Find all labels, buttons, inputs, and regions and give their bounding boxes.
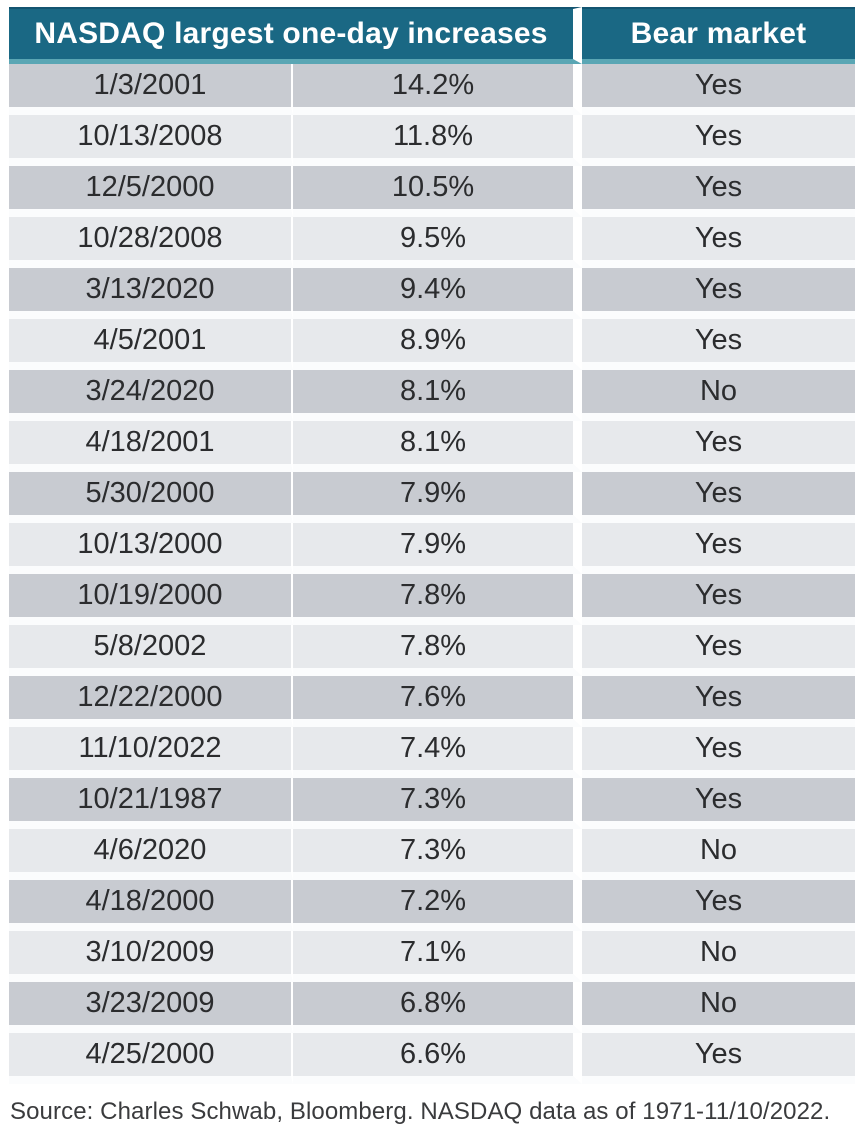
table-body: 1/3/2001 14.2% Yes 10/13/2008 11.8% Yes 12/5/2… [9, 64, 855, 1084]
bear-market-cell: No [582, 829, 855, 880]
date-cell: 4/18/2001 [9, 421, 293, 472]
date-cell: 3/24/2020 [9, 370, 293, 421]
increase-cell: 7.3% [293, 829, 582, 880]
table-row: 10/21/1987 7.3% Yes [9, 778, 855, 829]
table-row: 3/24/2020 8.1% No [9, 370, 855, 421]
bear-market-cell: Yes [582, 625, 855, 676]
table-row: 11/10/2022 7.4% Yes [9, 727, 855, 778]
date-cell: 4/25/2000 [9, 1033, 293, 1084]
increase-cell: 9.5% [293, 217, 582, 268]
bear-market-cell: Yes [582, 268, 855, 319]
bear-market-cell: Yes [582, 523, 855, 574]
header-row: NASDAQ largest one-day increases Bear ma… [9, 7, 855, 64]
table-row: 4/25/2000 6.6% Yes [9, 1033, 855, 1084]
date-cell: 3/10/2009 [9, 931, 293, 982]
increase-cell: 6.8% [293, 982, 582, 1033]
increase-cell: 7.6% [293, 676, 582, 727]
increase-cell: 6.6% [293, 1033, 582, 1084]
source-note: Source: Charles Schwab, Bloomberg. NASDA… [10, 1098, 831, 1125]
increase-cell: 7.4% [293, 727, 582, 778]
table-row: 5/30/2000 7.9% Yes [9, 472, 855, 523]
date-cell: 1/3/2001 [9, 64, 293, 115]
date-cell: 10/13/2000 [9, 523, 293, 574]
increase-cell: 7.2% [293, 880, 582, 931]
date-cell: 11/10/2022 [9, 727, 293, 778]
table-row: 12/22/2000 7.6% Yes [9, 676, 855, 727]
date-cell: 5/30/2000 [9, 472, 293, 523]
table-row: 3/23/2009 6.8% No [9, 982, 855, 1033]
bear-market-cell: Yes [582, 778, 855, 829]
increase-cell: 7.9% [293, 523, 582, 574]
increase-cell: 7.9% [293, 472, 582, 523]
increase-cell: 7.8% [293, 574, 582, 625]
bear-market-cell: Yes [582, 880, 855, 931]
table-row: 3/10/2009 7.1% No [9, 931, 855, 982]
increase-cell: 10.5% [293, 166, 582, 217]
date-cell: 4/18/2000 [9, 880, 293, 931]
table-row: 4/6/2020 7.3% No [9, 829, 855, 880]
bear-market-cell: Yes [582, 115, 855, 166]
date-cell: 10/28/2008 [9, 217, 293, 268]
table-header: NASDAQ largest one-day increases Bear ma… [9, 7, 855, 64]
table-row: 10/13/2008 11.8% Yes [9, 115, 855, 166]
date-cell: 10/19/2000 [9, 574, 293, 625]
table-row: 12/5/2000 10.5% Yes [9, 166, 855, 217]
increase-cell: 14.2% [293, 64, 582, 115]
increase-cell: 8.1% [293, 421, 582, 472]
increase-cell: 9.4% [293, 268, 582, 319]
bear-market-cell: Yes [582, 421, 855, 472]
bear-market-cell: No [582, 931, 855, 982]
table-row: 10/28/2008 9.5% Yes [9, 217, 855, 268]
bear-market-cell: Yes [582, 574, 855, 625]
increase-cell: 7.8% [293, 625, 582, 676]
bear-market-cell: Yes [582, 1033, 855, 1084]
increase-cell: 7.3% [293, 778, 582, 829]
date-cell: 10/13/2008 [9, 115, 293, 166]
bear-market-cell: Yes [582, 676, 855, 727]
header-nasdaq-largest-increases: NASDAQ largest one-day increases [9, 7, 582, 64]
table-row: 1/3/2001 14.2% Yes [9, 64, 855, 115]
table-row: 3/13/2020 9.4% Yes [9, 268, 855, 319]
nasdaq-increases-figure: NASDAQ largest one-day increases Bear ma… [0, 7, 865, 1147]
bear-market-cell: Yes [582, 319, 855, 370]
date-cell: 3/13/2020 [9, 268, 293, 319]
bear-market-cell: Yes [582, 166, 855, 217]
bear-market-cell: Yes [582, 217, 855, 268]
date-cell: 10/21/1987 [9, 778, 293, 829]
date-cell: 5/8/2002 [9, 625, 293, 676]
increase-cell: 8.1% [293, 370, 582, 421]
date-cell: 12/5/2000 [9, 166, 293, 217]
bear-market-cell: Yes [582, 727, 855, 778]
table-row: 4/5/2001 8.9% Yes [9, 319, 855, 370]
table-row: 4/18/2000 7.2% Yes [9, 880, 855, 931]
bear-market-cell: No [582, 370, 855, 421]
bear-market-cell: Yes [582, 64, 855, 115]
bear-market-cell: Yes [582, 472, 855, 523]
table-row: 5/8/2002 7.8% Yes [9, 625, 855, 676]
nasdaq-increases-table: NASDAQ largest one-day increases Bear ma… [9, 7, 855, 1084]
header-bear-market: Bear market [582, 7, 855, 64]
table-row: 10/13/2000 7.9% Yes [9, 523, 855, 574]
date-cell: 3/23/2009 [9, 982, 293, 1033]
increase-cell: 8.9% [293, 319, 582, 370]
table-row: 4/18/2001 8.1% Yes [9, 421, 855, 472]
date-cell: 4/6/2020 [9, 829, 293, 880]
increase-cell: 7.1% [293, 931, 582, 982]
bear-market-cell: No [582, 982, 855, 1033]
increase-cell: 11.8% [293, 115, 582, 166]
table-row: 10/19/2000 7.8% Yes [9, 574, 855, 625]
date-cell: 4/5/2001 [9, 319, 293, 370]
date-cell: 12/22/2000 [9, 676, 293, 727]
